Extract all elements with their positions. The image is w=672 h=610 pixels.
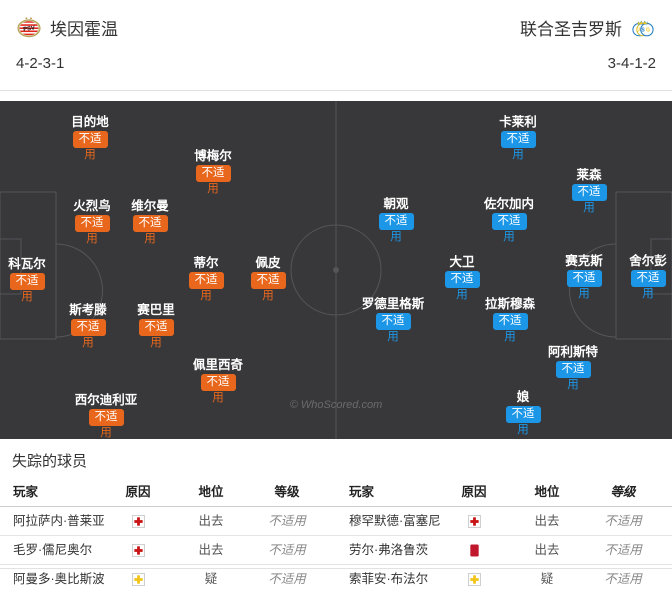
svg-text:G: G [646,28,650,34]
svg-text:U: U [636,28,640,34]
svg-text:S: S [641,28,645,34]
